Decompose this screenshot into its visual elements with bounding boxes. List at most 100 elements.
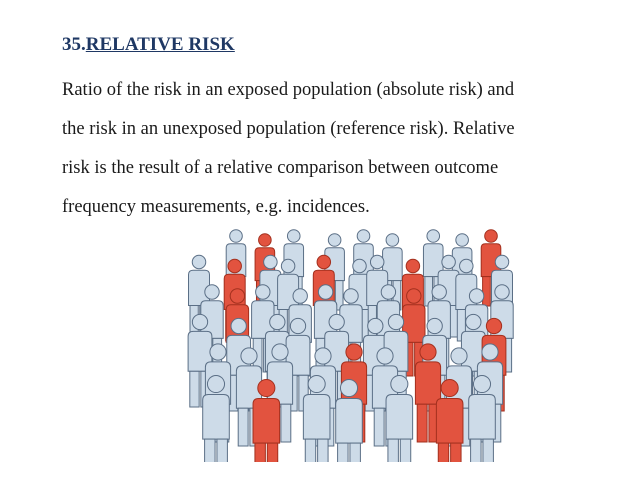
person-head <box>240 347 258 365</box>
person-head <box>431 284 447 300</box>
person-body <box>235 365 263 409</box>
person-head <box>441 254 456 270</box>
person <box>468 374 496 462</box>
person-body <box>302 393 331 440</box>
person-leg <box>470 438 482 462</box>
person-body <box>226 334 252 376</box>
person-body <box>252 397 281 444</box>
person-head <box>385 233 400 247</box>
person-head <box>450 347 468 365</box>
person-leg <box>266 442 279 462</box>
person-head <box>481 343 499 361</box>
person-leg <box>482 438 494 462</box>
person-head <box>258 233 272 247</box>
person-leg <box>189 370 200 408</box>
person <box>385 374 414 462</box>
person <box>335 378 363 462</box>
person-body <box>385 393 414 440</box>
person-head <box>314 347 332 365</box>
person-head <box>328 313 345 331</box>
person-head <box>390 374 409 394</box>
person-head <box>380 284 397 300</box>
person-body <box>324 330 350 372</box>
person-head <box>257 378 276 398</box>
person-head <box>494 254 510 270</box>
person-body <box>277 273 300 310</box>
person-head <box>286 229 301 243</box>
person-leg <box>280 403 292 443</box>
person <box>414 343 442 443</box>
heading: 35.RELATIVE RISK <box>62 34 235 56</box>
person-body <box>414 361 442 405</box>
person-head <box>263 254 278 270</box>
person-head <box>426 229 441 243</box>
person-head <box>387 313 405 331</box>
person-body <box>422 243 444 278</box>
person-head <box>280 258 296 274</box>
person-head <box>343 288 359 304</box>
person-leg <box>304 438 317 462</box>
person-head <box>204 284 220 300</box>
person-head <box>426 317 443 335</box>
person-head <box>191 254 207 270</box>
person <box>435 378 464 462</box>
person-head <box>292 288 308 304</box>
person-head <box>468 288 485 304</box>
person-body <box>200 300 224 339</box>
person-leg <box>437 442 450 462</box>
person-leg <box>204 438 216 462</box>
person-leg <box>337 442 349 462</box>
person-body <box>402 304 426 343</box>
person-head <box>376 347 394 365</box>
person-head <box>206 374 226 394</box>
person-head <box>209 343 227 361</box>
person-head <box>440 378 459 398</box>
person-head <box>352 258 367 274</box>
person-head <box>356 229 371 243</box>
person <box>252 378 281 462</box>
person-leg <box>216 438 228 462</box>
person-head <box>339 378 359 398</box>
person-leg <box>416 403 428 443</box>
paragraph-line: the risk in an unexposed population (ref… <box>62 119 515 139</box>
person <box>202 374 230 462</box>
person-head <box>289 317 307 335</box>
person-head <box>271 343 289 361</box>
person-head <box>406 288 422 304</box>
person-head <box>255 284 271 300</box>
person <box>302 374 331 462</box>
person-head <box>307 374 326 394</box>
heading-number: 35. <box>62 34 86 55</box>
person-head <box>465 313 482 331</box>
person-head <box>494 284 510 300</box>
person-head <box>317 284 334 300</box>
person-body <box>445 365 473 409</box>
person-leg <box>399 438 412 462</box>
person-head <box>485 317 503 335</box>
person-leg <box>317 438 329 462</box>
person-head <box>191 313 209 331</box>
person-body <box>313 300 338 339</box>
person-head <box>229 288 246 304</box>
heading-title: RELATIVE RISK <box>85 34 235 55</box>
person-body <box>251 300 275 339</box>
paragraph-line: frequency measurements, e.g. incidences. <box>62 197 370 217</box>
person-body <box>480 243 502 278</box>
person-head <box>419 343 437 361</box>
paragraph-line: Ratio of the risk in an exposed populati… <box>62 80 515 100</box>
paragraph-line: risk is the result of a relative compari… <box>62 158 499 178</box>
person-leg <box>349 442 361 462</box>
person-head <box>405 258 421 274</box>
person-leg <box>387 438 399 462</box>
person-head <box>230 317 247 335</box>
person-leg <box>254 442 266 462</box>
person-head <box>229 229 243 243</box>
person-head <box>327 233 342 247</box>
person-body <box>468 393 496 440</box>
person <box>402 288 426 377</box>
person-head <box>269 313 286 331</box>
person-leg <box>237 407 249 447</box>
person-head <box>484 229 498 243</box>
person-leg <box>482 276 491 307</box>
